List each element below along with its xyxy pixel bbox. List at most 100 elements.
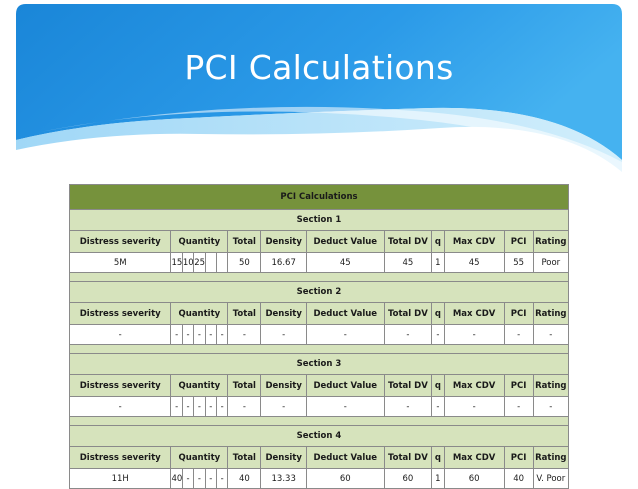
cell-total: - [227,396,262,417]
cell-quantity: - [204,324,217,345]
header-quantity: Quantity [170,230,229,253]
cell-quantity: - [181,396,195,417]
cell-quantity: - [193,324,206,345]
cell-q: 1 [431,252,445,273]
section-spacer-cell [69,416,569,426]
cell-deduct-value: - [305,324,385,345]
cell-total-dv: 45 [383,252,433,273]
table-row: 11H 40- - - -40 13.33 60 60 1 60 40 V. Poor [68,468,570,489]
header-density: Density [260,374,307,397]
cell-density: 16.67 [260,252,307,273]
header-deduct-value: Deduct Value [305,230,385,253]
cell-quantity: - [204,396,217,417]
table-row: -------------- [68,324,570,345]
header-total-dv: Total DV [383,446,433,469]
cell-rating: - [532,396,570,417]
header-pci: PCI [503,446,534,469]
header-deduct-value: Deduct Value [305,374,385,397]
header-total: Total [227,302,262,325]
cell-max-cdv: - [443,324,505,345]
header-rating: Rating [532,302,570,325]
header-total: Total [227,374,262,397]
header-density: Density [260,302,307,325]
section-title: Section 3 [69,353,569,375]
cell-q: 1 [431,468,445,489]
cell-quantity: - [170,396,183,417]
cell-distress-severity: 5M [68,252,172,273]
cell-total: - [227,324,262,345]
section-spacer [69,272,569,282]
slide-title: PCI Calculations [184,48,454,87]
cell-quantity: 10 [181,252,195,273]
cell-distress-severity: 11H [68,468,172,489]
header-quantity: Quantity [170,302,229,325]
cell-total-dv: 60 [383,468,433,489]
header-q: q [431,446,445,469]
cell-quantity: - [204,468,217,489]
header-max-cdv: Max CDV [443,302,505,325]
header-total-dv: Total DV [383,230,433,253]
cell-pci: - [503,396,534,417]
cell-density: 13.33 [260,468,307,489]
cell-total-dv: - [383,396,433,417]
header-rating: Rating [532,446,570,469]
cell-max-cdv: 45 [443,252,505,273]
cell-rating: - [532,324,570,345]
cell-quantity [204,252,217,273]
header-deduct-value: Deduct Value [305,302,385,325]
cell-quantity: - [170,324,183,345]
cell-quantity: - [181,324,195,345]
cell-q: - [431,324,445,345]
cell-density: - [260,324,307,345]
header-distress-severity: Distress severity [68,446,172,469]
cell-max-cdv: - [443,396,505,417]
cell-quantity: - [215,324,229,345]
table-row: 5M 15 10 25 50 16.67 45 45 1 45 55 Poor [68,252,570,273]
cell-quantity: 15 [170,252,183,273]
header-max-cdv: Max CDV [443,446,505,469]
section-title: Section 2 [69,281,569,303]
cell-rating: V. Poor [532,468,570,489]
cell-pci: 55 [503,252,534,273]
header-pci: PCI [503,230,534,253]
section-spacer [69,416,569,426]
cell-quantity: 40 [170,468,183,489]
header-distress-severity: Distress severity [68,374,172,397]
header-q: q [431,230,445,253]
header-row: Distress severity Quantity Total Density Ded… [68,230,570,253]
header-row: Distress severity Quantity Total Density Ded… [68,374,570,397]
cell-quantity: - [193,468,206,489]
header-density: Density [260,230,307,253]
header-row: Distress severity Quantity Total Density Ded… [68,446,570,469]
header-distress-severity: Distress severity [68,230,172,253]
header-quantity: Quantity [170,446,229,469]
cell-total: 50 [227,252,262,273]
cell-max-cdv: 60 [443,468,505,489]
cell-quantity: 25 [193,252,206,273]
cell-deduct-value: 60 [305,468,385,489]
header-total: Total [227,446,262,469]
section-spacer-cell [69,344,569,354]
header-max-cdv: Max CDV [443,374,505,397]
cell-density: - [260,396,307,417]
header-pci: PCI [503,302,534,325]
cell-distress-severity: - [68,324,172,345]
header-q: q [431,374,445,397]
header-rating: Rating [532,230,570,253]
cell-quantity: - [215,396,229,417]
section-spacer [69,344,569,354]
header-row: Distress severity Quantity Total Density Ded… [68,302,570,325]
table-row: -------------- [68,396,570,417]
cell-quantity: - [193,396,206,417]
header-density: Density [260,446,307,469]
cell-deduct-value: 45 [305,252,385,273]
cell-deduct-value: - [305,396,385,417]
section-title: Section 4 [69,425,569,447]
table-title: PCI Calculations [69,184,569,210]
header-q: q [431,302,445,325]
cell-total: 40 [227,468,262,489]
slide-header: PCI Calculations [0,0,638,175]
section-spacer-cell [69,272,569,282]
cell-pci: 40 [503,468,534,489]
section-title: Section 1 [69,209,569,231]
